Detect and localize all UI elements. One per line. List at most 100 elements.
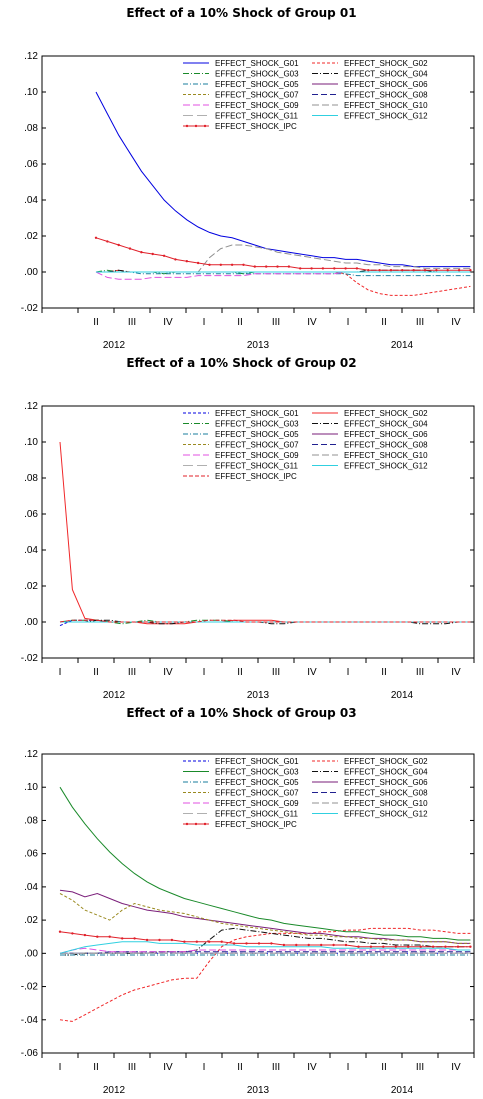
x-tick-label: I	[347, 317, 350, 328]
x-tick-label: I	[59, 667, 62, 678]
x-tick-label: II	[93, 317, 99, 328]
series-line-ipc	[59, 619, 471, 623]
x-tick-label: III	[416, 667, 424, 678]
y-tick-label: .06	[24, 159, 38, 170]
y-tick-label: .12	[24, 51, 38, 62]
series-line-ipc	[95, 237, 471, 271]
x-year-label: 2014	[391, 690, 414, 701]
series-point-ipc	[357, 945, 360, 948]
series-point-ipc	[412, 269, 415, 272]
legend-marker	[194, 124, 198, 128]
series-point-ipc	[140, 251, 143, 254]
series-point-ipc	[457, 269, 461, 272]
y-tick-label: .12	[24, 749, 38, 760]
series-point-ipc	[287, 265, 291, 268]
legend-label-g01: EFFECT_SHOCK_G01	[215, 757, 299, 766]
legend-label-g02: EFFECT_SHOCK_G02	[344, 409, 428, 418]
series-point-ipc	[332, 943, 335, 947]
series-point-ipc	[158, 938, 161, 942]
x-tick-label: II	[93, 667, 99, 678]
y-tick-label: -.04	[21, 1015, 39, 1026]
x-tick-label: II	[381, 1062, 387, 1073]
series-point-ipc	[106, 240, 109, 243]
x-year-label: 2012	[103, 340, 126, 351]
series-point-ipc	[208, 940, 211, 943]
y-tick-label: .10	[24, 437, 38, 448]
series-point-ipc	[245, 942, 248, 945]
x-tick-label: IV	[451, 667, 461, 678]
legend-label-g01: EFFECT_SHOCK_G01	[215, 59, 299, 68]
legend-label-g09: EFFECT_SHOCK_G09	[215, 451, 299, 460]
series-point-ipc	[469, 269, 472, 272]
series-point-ipc	[133, 937, 136, 940]
series-point-ipc	[96, 935, 99, 938]
legend-label-g03: EFFECT_SHOCK_G03	[215, 70, 299, 79]
series-point-ipc	[389, 269, 393, 272]
chart-3: -.06-.04-.02.00.02.04.06.08.10.12I II III I…	[21, 749, 475, 1096]
y-tick-label: .08	[24, 473, 38, 484]
legend-label-g11: EFFECT_SHOCK_G11	[215, 810, 299, 819]
x-tick-label: III	[272, 667, 280, 678]
series-point-ipc	[219, 263, 222, 266]
x-year-label: 2014	[391, 340, 414, 351]
x-tick-label: II	[381, 317, 387, 328]
series-point-ipc	[401, 269, 404, 272]
series-point-ipc	[265, 265, 268, 268]
series-point-ipc	[310, 267, 313, 270]
series-line-g05	[96, 271, 471, 277]
legend-label-g11: EFFECT_SHOCK_G11	[215, 462, 299, 471]
series-line-g01	[95, 91, 471, 268]
series-line-g06	[59, 889, 471, 944]
legend-label-g06: EFFECT_SHOCK_G06	[344, 80, 428, 89]
series-point-ipc	[355, 267, 359, 270]
series-point-ipc	[151, 252, 154, 256]
series-point-ipc	[71, 932, 74, 935]
legend-marker	[203, 124, 207, 128]
series-point-ipc	[162, 254, 166, 257]
series-point-ipc	[344, 943, 348, 947]
legend-label-g08: EFFECT_SHOCK_G08	[344, 441, 428, 450]
legend-label-g12: EFFECT_SHOCK_G12	[344, 810, 428, 819]
x-tick-label: III	[128, 1062, 136, 1073]
series-point-ipc	[108, 935, 111, 938]
legend-label-g06: EFFECT_SHOCK_G06	[344, 778, 428, 787]
legend-label-g01: EFFECT_SHOCK_G01	[215, 409, 299, 418]
x-tick-label: I	[203, 1062, 206, 1073]
series-point-ipc	[446, 269, 449, 272]
series-point-ipc	[456, 945, 460, 948]
legend-label-g12: EFFECT_SHOCK_G12	[344, 112, 428, 121]
series-point-ipc	[230, 263, 234, 266]
series-point-ipc	[344, 267, 347, 270]
x-tick-label: III	[272, 1062, 280, 1073]
series-point-ipc	[320, 943, 323, 947]
series-line-g09	[95, 271, 471, 280]
x-tick-label: III	[128, 667, 136, 678]
x-year-label: 2013	[247, 690, 270, 701]
chart-title-3: Effect of a 10% Shock of Group 03	[126, 706, 357, 720]
legend-label-g07: EFFECT_SHOCK_G07	[215, 789, 299, 798]
series-line-g10	[96, 244, 471, 273]
y-tick-label: .00	[24, 267, 38, 278]
x-tick-label: II	[237, 317, 243, 328]
series-point-ipc	[382, 945, 385, 948]
series-point-ipc	[195, 940, 198, 943]
x-tick-label: II	[237, 1062, 243, 1073]
legend-label-g08: EFFECT_SHOCK_G08	[344, 789, 428, 798]
y-tick-label: .10	[24, 782, 38, 793]
series-line-g03	[59, 786, 471, 941]
x-tick-label: II	[381, 667, 387, 678]
y-tick-label: .00	[24, 948, 38, 959]
legend-label-ipc: EFFECT_SHOCK_IPC	[215, 820, 297, 829]
legend-label-g05: EFFECT_SHOCK_G05	[215, 778, 299, 787]
series-point-ipc	[174, 258, 177, 261]
x-tick-label: IV	[451, 317, 461, 328]
series-point-ipc	[128, 247, 132, 250]
x-tick-label: III	[128, 317, 136, 328]
x-tick-label: IV	[163, 1062, 173, 1073]
x-tick-label: I	[203, 317, 206, 328]
legend-label-g05: EFFECT_SHOCK_G05	[215, 80, 299, 89]
legend-label-g02: EFFECT_SHOCK_G02	[344, 59, 428, 68]
legend-label-g09: EFFECT_SHOCK_G09	[215, 101, 299, 110]
legend-label-g10: EFFECT_SHOCK_G10	[344, 451, 428, 460]
series-point-ipc	[220, 940, 223, 943]
